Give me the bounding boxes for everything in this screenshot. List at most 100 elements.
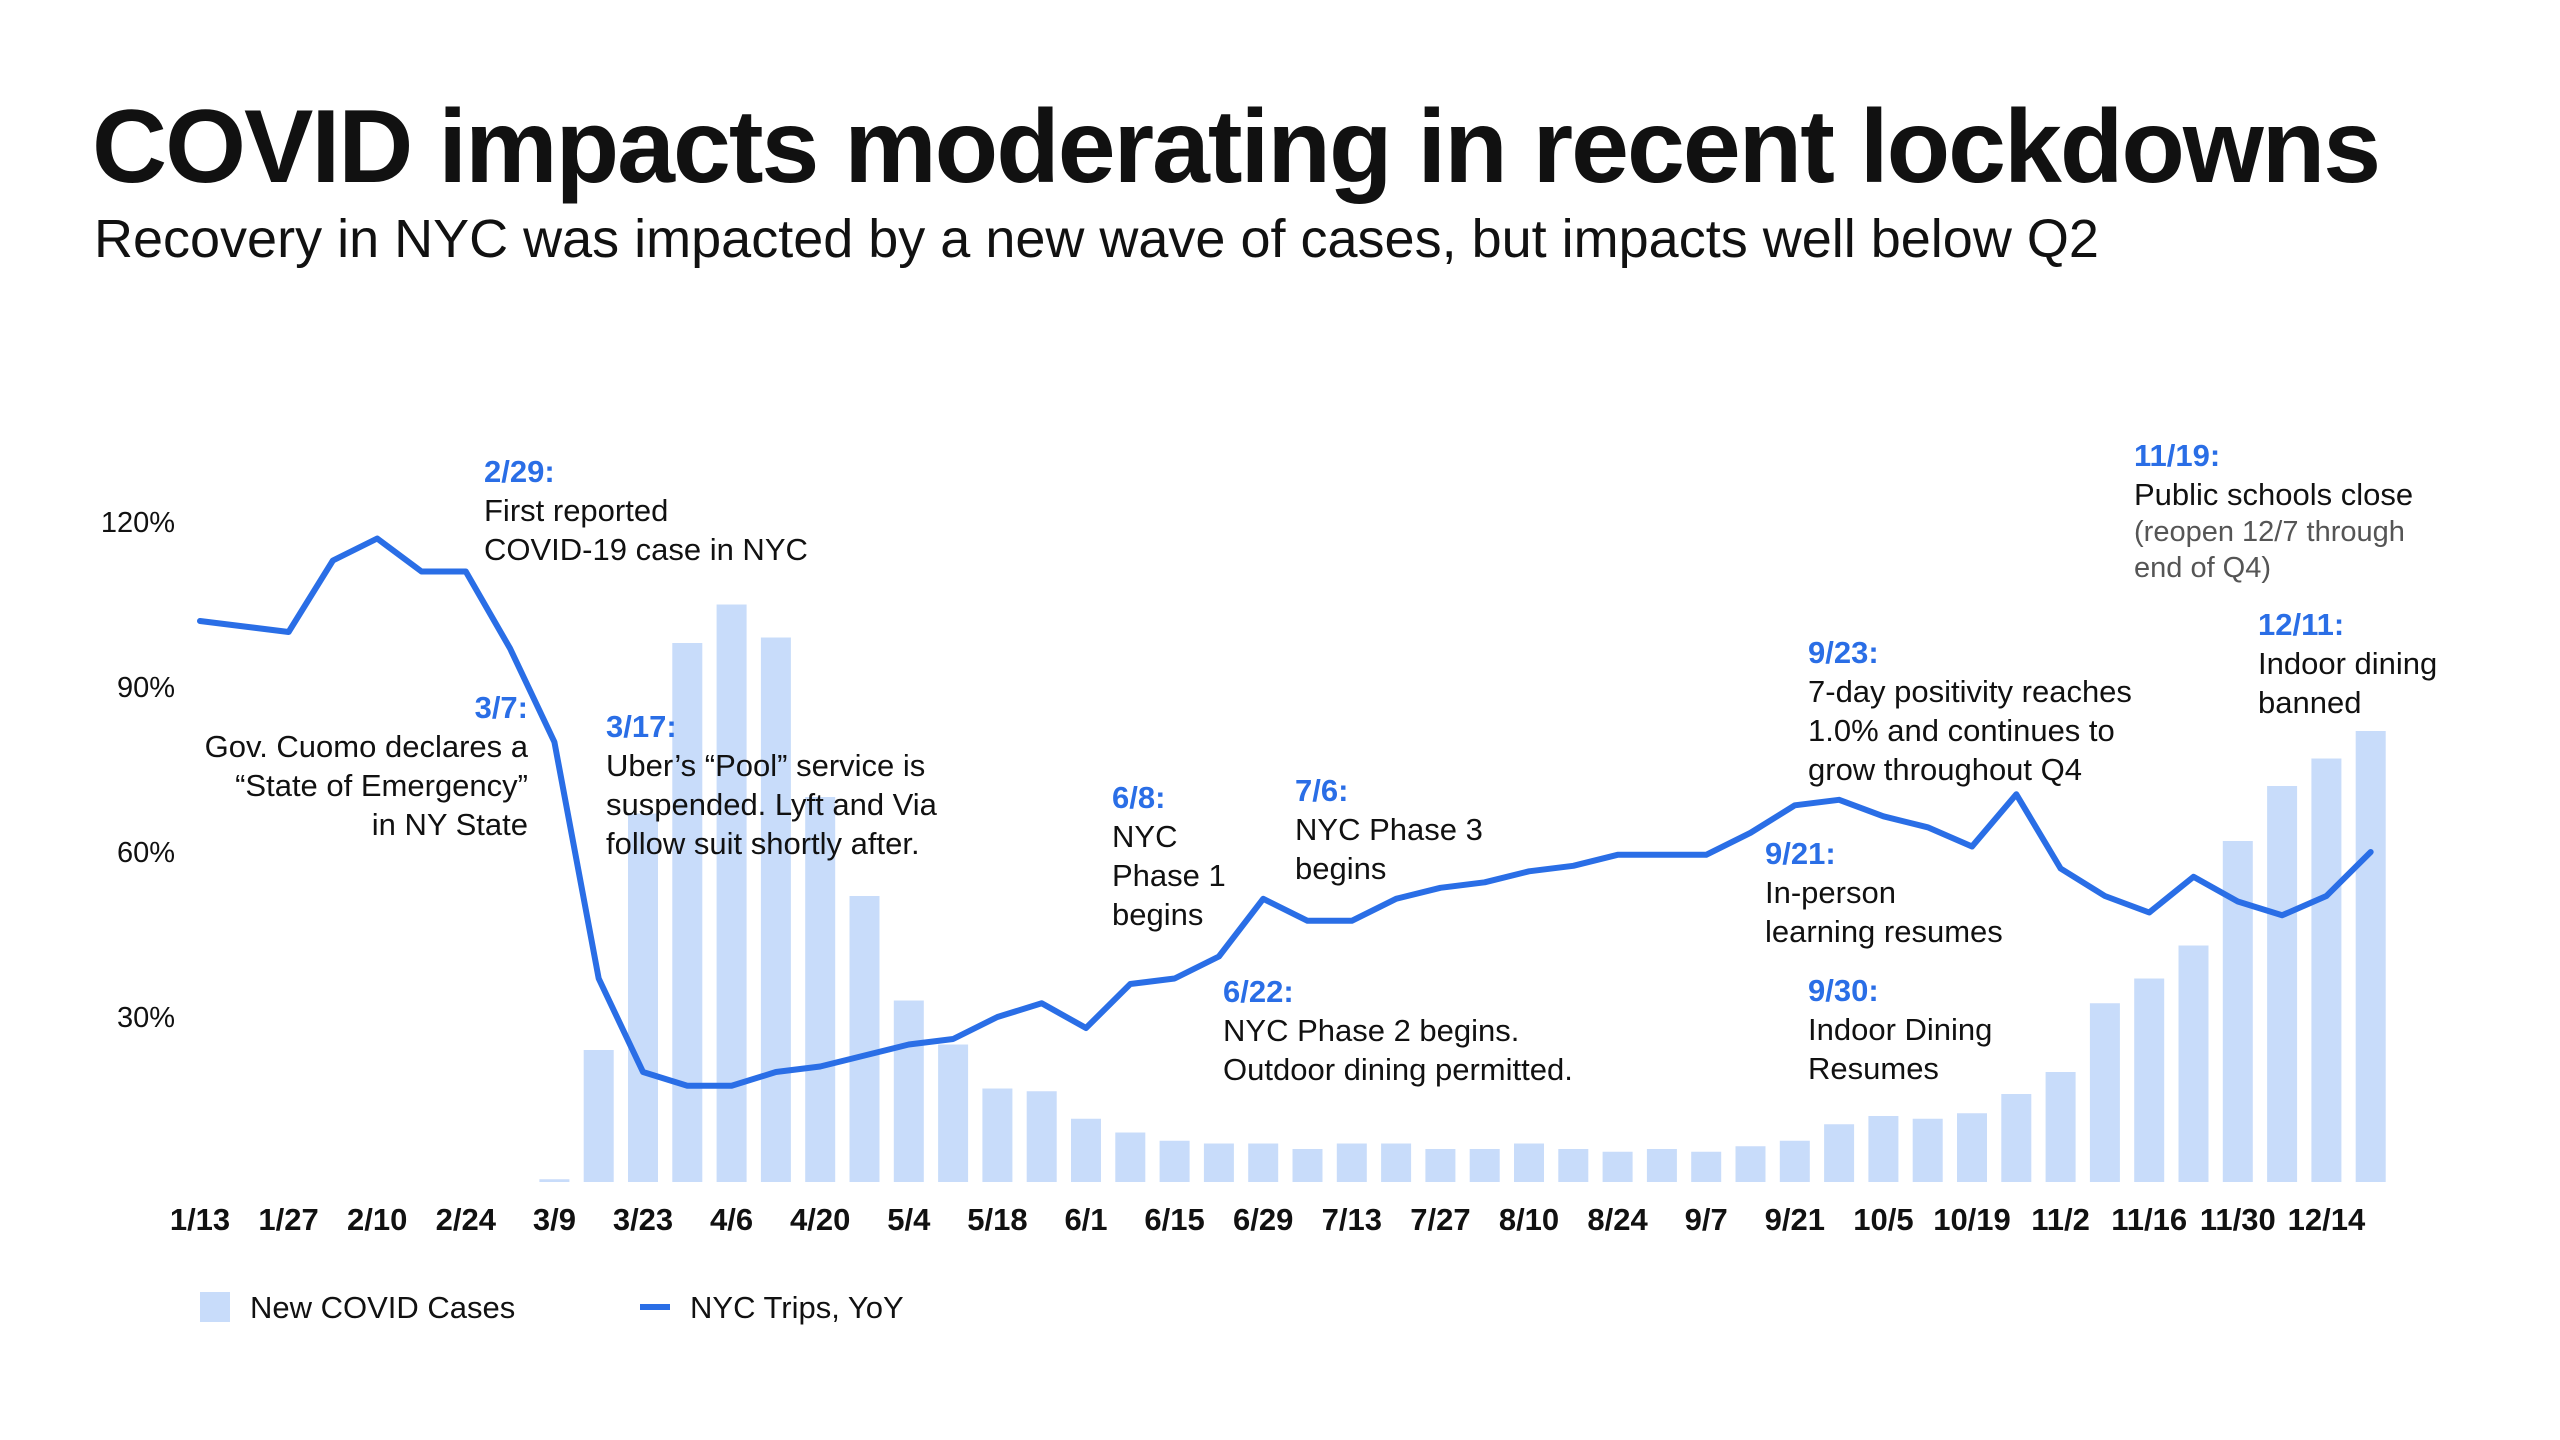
annotation-date: 11/19: xyxy=(2134,438,2220,473)
annotation-3-17: 3/17: Uber’s “Pool” service is suspended. … xyxy=(606,709,938,861)
x-tick-label: 5/4 xyxy=(887,1202,931,1237)
legend-label-cases: New COVID Cases xyxy=(250,1290,515,1325)
x-tick-label: 11/2 xyxy=(2031,1202,2090,1237)
x-tick-label: 11/16 xyxy=(2111,1202,2187,1237)
bar-4-20 xyxy=(805,797,836,1182)
bar-8-31 xyxy=(1646,1149,1677,1182)
annotation-text: NYC Phase 3 xyxy=(1295,812,1483,847)
bar-6-1 xyxy=(1071,1118,1101,1182)
bar-9-28 xyxy=(1824,1124,1855,1182)
annotation-text: 7-day positivity reaches xyxy=(1808,674,2132,709)
annotation-6-22: 6/22: NYC Phase 2 begins. Outdoor dining p… xyxy=(1223,974,1573,1087)
annotation-text: NYC xyxy=(1112,819,1177,854)
annotation-text: NYC Phase 2 begins. xyxy=(1223,1013,1519,1048)
y-tick-label: 120% xyxy=(101,507,175,539)
bar-6-22 xyxy=(1203,1143,1234,1182)
x-tick-label: 7/27 xyxy=(1410,1202,1470,1237)
annotation-date: 7/6: xyxy=(1295,773,1348,808)
x-tick-label: 4/6 xyxy=(710,1202,753,1237)
annotation-text: begins xyxy=(1112,897,1203,932)
annotation-9-23: 9/23: 7-day positivity reaches 1.0% and co… xyxy=(1808,635,2132,787)
bar-10-19 xyxy=(1957,1113,1987,1182)
nyc-trips-line xyxy=(197,535,2374,1089)
annotation-layer: 2/29: First reported COVID-19 case in NYC 3… xyxy=(205,438,2438,1087)
bar-11-16 xyxy=(2134,978,2165,1182)
bar-9-21 xyxy=(1779,1140,1810,1182)
x-tick-label: 6/1 xyxy=(1064,1202,1107,1237)
annotation-date: 3/7: xyxy=(475,690,528,725)
bar-7-20 xyxy=(1381,1143,1412,1182)
x-tick-label: 10/5 xyxy=(1853,1202,1913,1237)
annotation-text: suspended. Lyft and Via xyxy=(606,787,938,822)
bar-5-25 xyxy=(1026,1091,1057,1182)
x-tick-label: 2/24 xyxy=(436,1202,497,1237)
x-tick-label: 3/23 xyxy=(613,1202,673,1237)
bar-6-8 xyxy=(1115,1132,1146,1182)
bar-4-13 xyxy=(760,637,791,1182)
bar-6-15 xyxy=(1159,1140,1190,1182)
bar-8-24 xyxy=(1602,1151,1633,1182)
x-tick-label: 8/24 xyxy=(1587,1202,1648,1237)
annotation-text: follow suit shortly after. xyxy=(606,826,920,861)
annotation-2-29: 2/29: First reported COVID-19 case in NYC xyxy=(484,454,808,567)
x-tick-label: 4/20 xyxy=(790,1202,850,1237)
chart-subtitle: Recovery in NYC was impacted by a new wa… xyxy=(94,209,2099,269)
annotation-text: Resumes xyxy=(1808,1051,1939,1086)
annotation-text: 1.0% and continues to xyxy=(1808,713,2115,748)
bar-9-7 xyxy=(1691,1151,1722,1182)
bar-9-14 xyxy=(1735,1146,1766,1182)
annotation-date: 3/17: xyxy=(606,709,677,744)
annotation-11-19: 11/19: Public schools close (reopen 12/7 t… xyxy=(2134,438,2413,584)
x-tick-label: 2/10 xyxy=(347,1202,407,1237)
bar-12-14 xyxy=(2311,758,2342,1182)
annotation-text: Public schools close xyxy=(2134,477,2413,512)
bar-7-6 xyxy=(1292,1149,1323,1182)
x-tick-label: 11/30 xyxy=(2200,1202,2276,1237)
y-tick-label: 60% xyxy=(117,837,175,869)
bar-8-17 xyxy=(1558,1149,1589,1182)
annotation-text: In-person xyxy=(1765,875,1896,910)
y-tick-label: 90% xyxy=(117,672,175,704)
bar-12-7 xyxy=(2267,786,2298,1182)
bar-11-30 xyxy=(2222,841,2253,1182)
annotation-text: in NY State xyxy=(372,807,528,842)
bar-10-12 xyxy=(1912,1118,1943,1182)
bar-10-26 xyxy=(2001,1094,2032,1182)
bar-3-30 xyxy=(672,643,703,1182)
bar-4-27 xyxy=(849,896,880,1182)
annotation-date: 9/23: xyxy=(1808,635,1879,670)
x-tick-label: 1/27 xyxy=(258,1202,318,1237)
bar-11-9 xyxy=(2089,1003,2120,1182)
x-tick-label: 6/29 xyxy=(1233,1202,1293,1237)
annotation-9-30: 9/30: Indoor Dining Resumes xyxy=(1808,973,1992,1086)
bar-7-13 xyxy=(1336,1143,1367,1182)
annotation-subtext: end of Q4) xyxy=(2134,552,2271,584)
annotation-date: 6/22: xyxy=(1223,974,1294,1009)
annotation-3-7: 3/7: Gov. Cuomo declares a “State of Emerg… xyxy=(205,690,529,842)
annotation-text: “State of Emergency” xyxy=(235,768,528,803)
bar-5-11 xyxy=(938,1044,969,1182)
bar-11-2 xyxy=(2045,1072,2076,1182)
annotation-12-11: 12/11: Indoor dining banned xyxy=(2258,607,2437,720)
y-axis: 30% 60% 90% 120% xyxy=(101,507,175,1034)
annotation-text: Indoor Dining xyxy=(1808,1012,1992,1047)
x-axis: 1/13 1/27 2/10 2/24 3/9 3/23 4/6 4/20 5/4 5/18 6/1… xyxy=(170,1202,2366,1237)
x-tick-label: 9/7 xyxy=(1685,1202,1728,1237)
legend-label-trips: NYC Trips, YoY xyxy=(690,1290,904,1325)
annotation-9-21: 9/21: In-person learning resumes xyxy=(1765,836,2003,949)
bar-8-10 xyxy=(1514,1143,1544,1182)
x-tick-label: 7/13 xyxy=(1322,1202,1382,1237)
annotation-date: 6/8: xyxy=(1112,780,1165,815)
x-tick-label: 1/13 xyxy=(170,1202,230,1237)
chart-title: COVID impacts moderating in recent lockd… xyxy=(92,89,2381,205)
x-tick-label: 3/9 xyxy=(533,1202,576,1237)
bar-11-23 xyxy=(2178,945,2209,1182)
bar-3-23 xyxy=(628,813,658,1182)
x-tick-label: 10/19 xyxy=(1933,1202,2011,1237)
bar-7-27 xyxy=(1425,1149,1456,1182)
annotation-text: begins xyxy=(1295,851,1386,886)
annotation-date: 9/30: xyxy=(1808,973,1879,1008)
bar-10-5 xyxy=(1868,1116,1899,1182)
annotation-date: 2/29: xyxy=(484,454,555,489)
